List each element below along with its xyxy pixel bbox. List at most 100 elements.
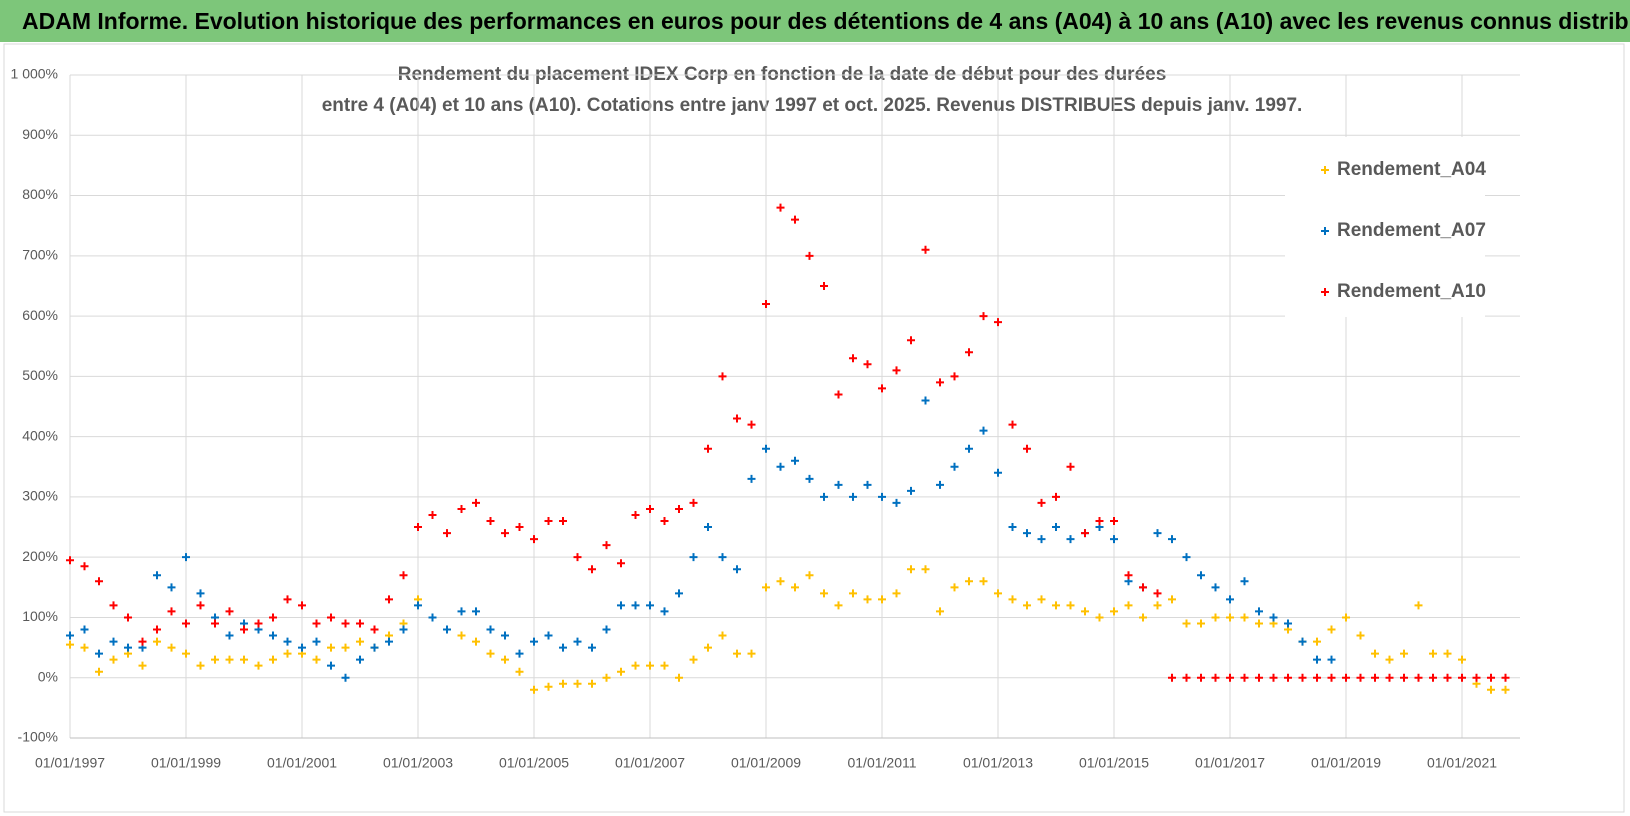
- point: [1429, 649, 1437, 658]
- point: [573, 679, 582, 688]
- point: [907, 486, 915, 495]
- point: [747, 649, 756, 658]
- point: [921, 396, 930, 405]
- point: [124, 613, 132, 622]
- point: [776, 462, 785, 471]
- point: [1182, 673, 1191, 682]
- point: [1066, 535, 1075, 544]
- point: [602, 673, 611, 682]
- point: [1110, 535, 1118, 544]
- point: [428, 613, 437, 622]
- point: [443, 529, 451, 538]
- y-tick-label: 700%: [22, 247, 58, 263]
- point: [602, 625, 611, 634]
- point: [1052, 523, 1060, 532]
- point: [950, 583, 959, 592]
- point: [225, 631, 234, 640]
- point: [849, 589, 857, 598]
- point: [1501, 673, 1510, 682]
- point: [196, 661, 205, 670]
- point: [994, 589, 1002, 598]
- point: [921, 245, 930, 254]
- point: [1110, 607, 1118, 616]
- x-tick-label: 01/01/2019: [1311, 755, 1381, 771]
- point: [660, 661, 669, 670]
- point: [457, 631, 466, 640]
- point: [138, 661, 147, 670]
- x-tick-label: 01/01/2007: [615, 755, 685, 771]
- point: [704, 643, 712, 652]
- point: [1385, 673, 1394, 682]
- point: [1110, 517, 1118, 526]
- point: [356, 637, 364, 646]
- point: [399, 571, 408, 580]
- point: [675, 673, 683, 682]
- point: [1139, 613, 1147, 622]
- point: [196, 589, 205, 598]
- point: [1197, 619, 1205, 628]
- point: [167, 643, 176, 652]
- point: [1487, 685, 1495, 694]
- point: [762, 300, 770, 309]
- point: [385, 637, 393, 646]
- point: [1211, 583, 1220, 592]
- point: [312, 637, 321, 646]
- legend-box: [1285, 137, 1485, 317]
- point: [936, 480, 944, 489]
- point: [1197, 673, 1205, 682]
- point: [762, 583, 770, 592]
- point: [138, 637, 147, 646]
- point: [428, 510, 437, 519]
- point: [544, 631, 553, 640]
- y-tick-label: 200%: [22, 548, 58, 564]
- point: [472, 637, 480, 646]
- point: [588, 679, 596, 688]
- point: [298, 601, 306, 610]
- point: [370, 625, 379, 634]
- point: [515, 649, 524, 658]
- point: [631, 601, 640, 610]
- point: [1371, 649, 1379, 658]
- point: [849, 492, 857, 501]
- point: [182, 619, 190, 628]
- legend-marker: [1321, 288, 1329, 296]
- point: [1327, 673, 1336, 682]
- point: [718, 372, 727, 381]
- point: [834, 601, 843, 610]
- point: [486, 625, 495, 634]
- point: [1008, 420, 1017, 429]
- point: [269, 655, 277, 664]
- point: [718, 553, 727, 562]
- point: [1008, 595, 1017, 604]
- point: [689, 553, 698, 562]
- point: [965, 348, 973, 357]
- point: [617, 559, 625, 568]
- point: [225, 607, 234, 616]
- point: [1342, 613, 1350, 622]
- point: [1240, 613, 1249, 622]
- point: [254, 619, 263, 628]
- point: [776, 577, 785, 586]
- point: [1182, 619, 1191, 628]
- y-tick-label: 1 000%: [11, 66, 58, 82]
- point: [1052, 601, 1060, 610]
- point: [1385, 655, 1394, 664]
- point: [733, 414, 741, 423]
- point: [472, 498, 480, 507]
- point: [646, 601, 654, 610]
- point: [312, 655, 321, 664]
- point: [443, 625, 451, 634]
- point: [863, 595, 872, 604]
- point: [1443, 673, 1452, 682]
- point: [834, 390, 843, 399]
- y-tick-label: 400%: [22, 427, 58, 443]
- point: [936, 378, 944, 387]
- point: [588, 643, 596, 652]
- point: [704, 444, 712, 453]
- point: [1124, 601, 1133, 610]
- point: [1313, 655, 1321, 664]
- point: [1037, 498, 1046, 507]
- point: [1023, 601, 1031, 610]
- point: [341, 673, 350, 682]
- point: [356, 655, 364, 664]
